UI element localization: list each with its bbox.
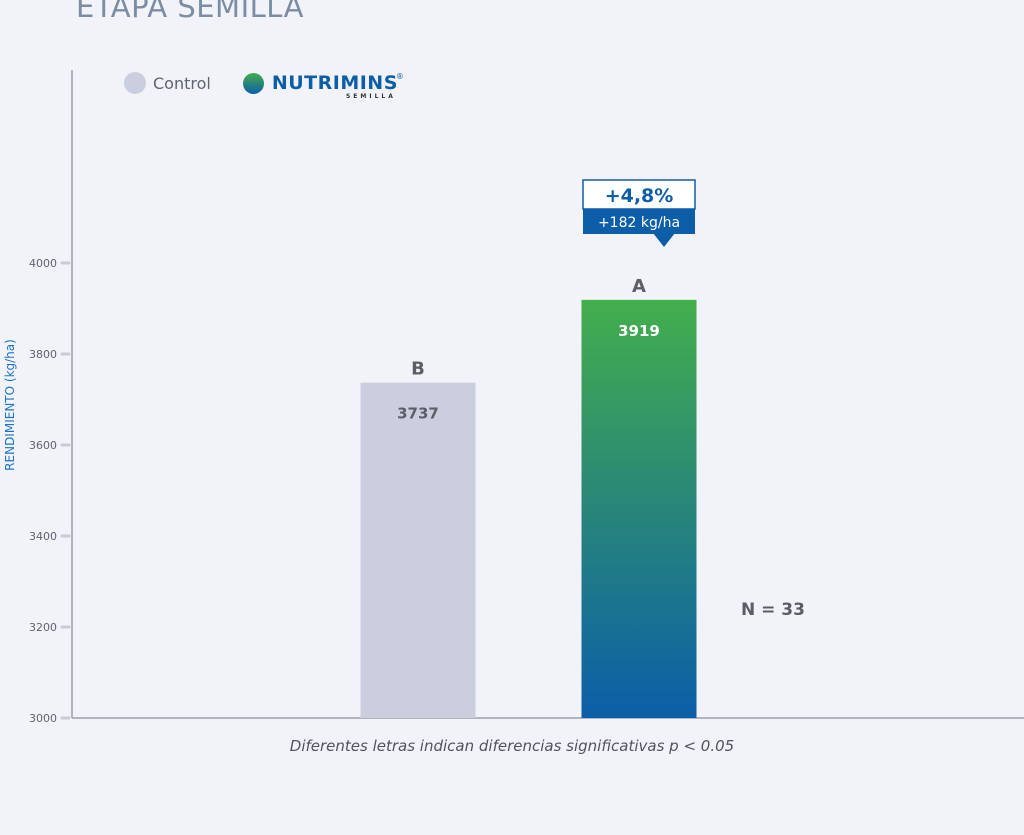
significance-letter: A <box>632 276 646 297</box>
y-tick-label: 3600 <box>29 439 57 452</box>
bar-control <box>360 382 476 718</box>
y-tick-label: 3800 <box>29 348 57 361</box>
page-title: ETAPA SEMILLA <box>76 0 304 24</box>
bar-nutrimins <box>581 299 697 718</box>
callout-percent: +4,8% <box>605 185 674 207</box>
callout-percent-box <box>582 179 696 210</box>
brand-subtitle: SEMILLA <box>345 92 396 100</box>
callout-absolute: +182 kg/ha <box>598 215 680 231</box>
y-tick-label: 3000 <box>29 712 57 725</box>
y-tick-label: 3200 <box>29 621 57 634</box>
legend: Control NUTRIMINS SEMILLA ® <box>124 71 404 100</box>
callout-pointer <box>653 233 675 247</box>
control-legend-label: Control <box>153 73 211 93</box>
significance-letter: B <box>411 359 425 380</box>
bar-value-label: 3737 <box>397 405 439 423</box>
brand-name: NUTRIMINS <box>271 71 398 94</box>
sample-size-label: N = 33 <box>741 600 805 620</box>
brand-wordmark: NUTRIMINS SEMILLA ® <box>271 71 404 100</box>
y-tick-label: 3400 <box>29 530 57 543</box>
brand-registered-mark: ® <box>395 71 404 81</box>
y-tick-label: 4000 <box>29 257 57 270</box>
brand-logo: NUTRIMINS SEMILLA ® <box>242 71 404 100</box>
brand-logo-icon <box>242 72 264 94</box>
significance-note: Diferentes letras indican diferencias si… <box>289 737 735 755</box>
bar-value-label: 3919 <box>618 322 660 340</box>
callout-absolute-box <box>583 209 695 234</box>
control-legend-swatch <box>124 72 146 94</box>
